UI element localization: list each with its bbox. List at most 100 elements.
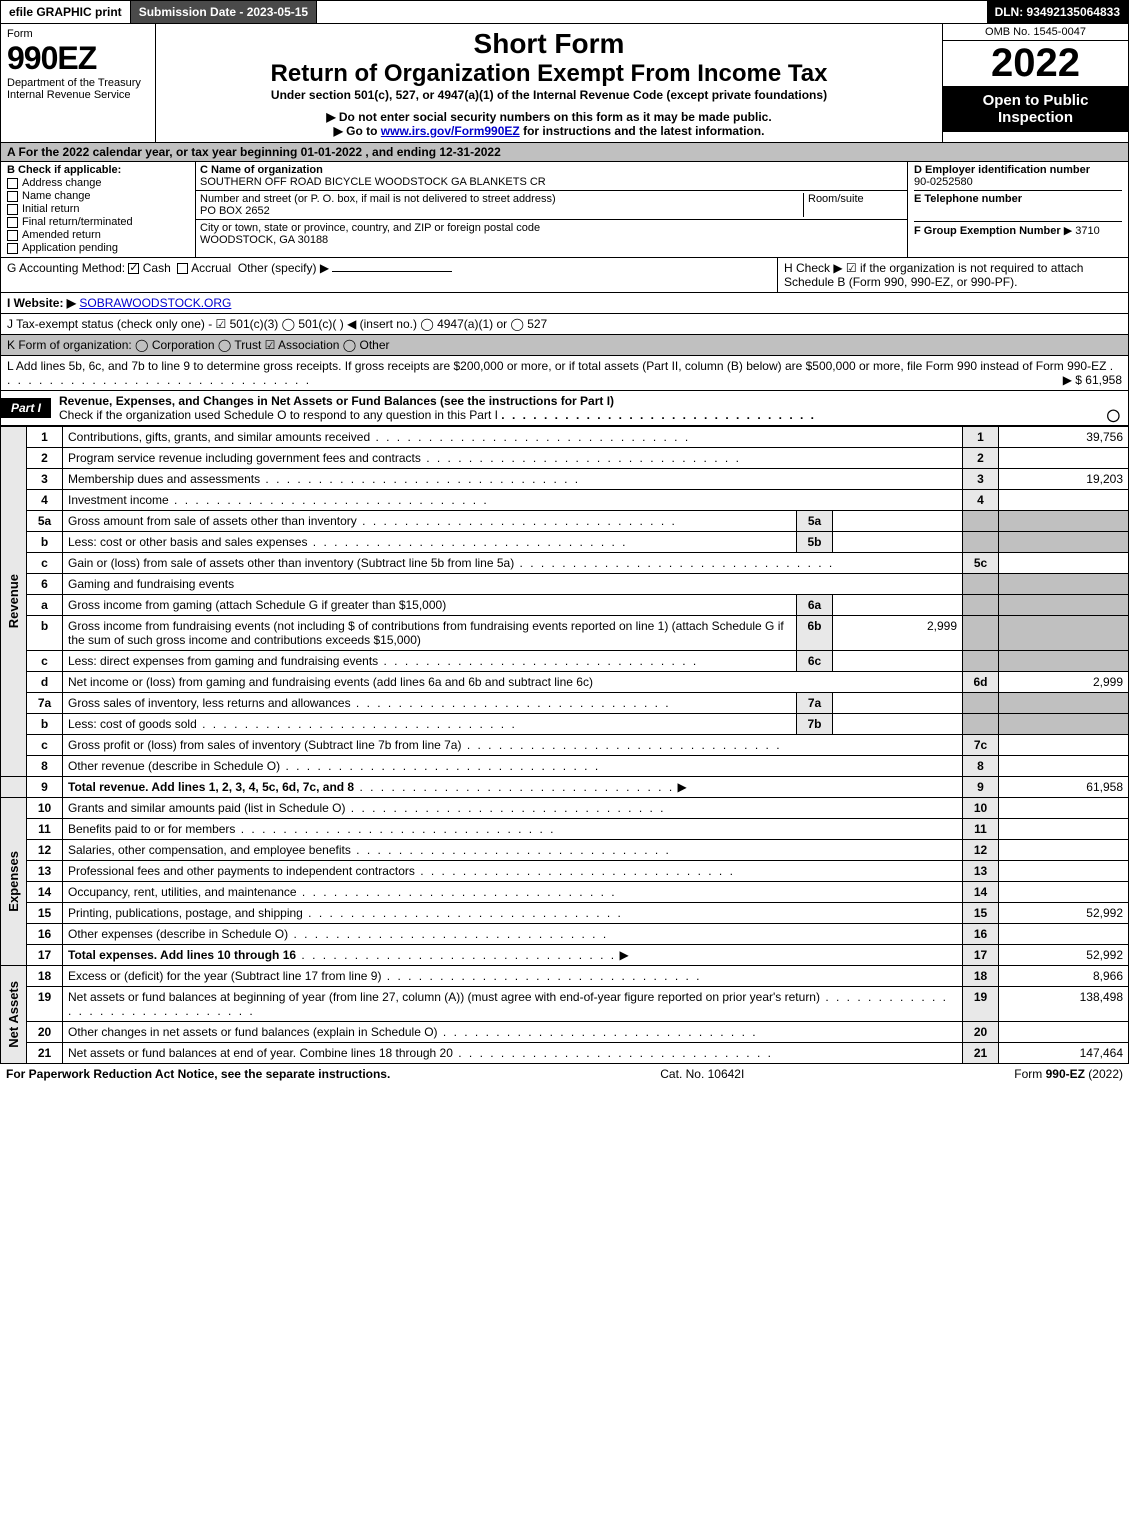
l8-amt [999,756,1129,777]
l2-text: Program service revenue including govern… [63,448,963,469]
l6a-midamt [833,595,963,616]
l16-text: Other expenses (describe in Schedule O) [63,924,963,945]
l7b-num: b [27,714,63,735]
dept-label: Department of the Treasury Internal Reve… [7,77,149,101]
omb-number: OMB No. 1545-0047 [943,24,1128,41]
l15-box: 15 [963,903,999,924]
l6d-box: 6d [963,672,999,693]
lbl-cash: Cash [143,261,171,275]
l6a-midbox: 6a [797,595,833,616]
l6-text: Gaming and fundraising events [63,574,963,595]
l6b-text: Gross income from fundraising events (no… [63,616,797,651]
row-l: L Add lines 5b, 6c, and 7b to line 9 to … [0,356,1129,391]
l1-text: Contributions, gifts, grants, and simila… [63,427,963,448]
l7a-grayamt [999,693,1129,714]
l8-box: 8 [963,756,999,777]
l9-box: 9 [963,777,999,798]
l2-box: 2 [963,448,999,469]
irs-link[interactable]: www.irs.gov/Form990EZ [381,124,520,138]
right-header-cell: OMB No. 1545-0047 2022 Open to Public In… [943,24,1128,142]
org-city: WOODSTOCK, GA 30188 [200,234,903,246]
l9-text: Total revenue. Add lines 1, 2, 3, 4, 5c,… [63,777,963,798]
l10-num: 10 [27,798,63,819]
sidebar-netassets: Net Assets [1,966,27,1064]
bullet-goto-post: for instructions and the latest informat… [523,124,764,138]
section-def: D Employer identification number 90-0252… [908,162,1128,257]
l6c-graybox [963,651,999,672]
chk-address-change[interactable] [7,178,18,189]
l5a-midamt [833,511,963,532]
l19-text: Net assets or fund balances at beginning… [63,987,963,1022]
d-ein: 90-0252580 [914,176,1122,188]
part-i-title: Revenue, Expenses, and Changes in Net As… [51,391,1128,425]
lbl-accrual: Accrual [191,261,231,275]
chk-cash[interactable] [128,263,139,274]
chk-final-return[interactable] [7,217,18,228]
l12-text: Salaries, other compensation, and employ… [63,840,963,861]
l7b-graybox [963,714,999,735]
part-i-check-text: Check if the organization used Schedule … [59,408,498,422]
bullet-ssn: ▶ Do not enter social security numbers o… [162,110,936,124]
website-link[interactable]: SOBRAWOODSTOCK.ORG [79,296,231,310]
l16-box: 16 [963,924,999,945]
row-g: G Accounting Method: Cash Accrual Other … [1,258,778,292]
l21-amt: 147,464 [999,1043,1129,1064]
l16-num: 16 [27,924,63,945]
l7c-box: 7c [963,735,999,756]
l13-text: Professional fees and other payments to … [63,861,963,882]
l18-box: 18 [963,966,999,987]
l4-text: Investment income [63,490,963,511]
section-b-title: B Check if applicable: [7,164,189,176]
submission-date-label: Submission Date - 2023-05-15 [131,1,317,23]
l3-num: 3 [27,469,63,490]
l4-box: 4 [963,490,999,511]
l11-box: 11 [963,819,999,840]
l14-box: 14 [963,882,999,903]
lbl-final-return: Final return/terminated [22,216,133,228]
row-k: K Form of organization: ◯ Corporation ◯ … [0,335,1129,356]
l7a-text: Gross sales of inventory, less returns a… [63,693,797,714]
l10-text: Grants and similar amounts paid (list in… [63,798,963,819]
chk-initial-return[interactable] [7,204,18,215]
l6b-graybox [963,616,999,651]
chk-amended-return[interactable] [7,230,18,241]
l4-amt [999,490,1129,511]
i-label: I Website: ▶ [7,296,76,310]
l7a-num: 7a [27,693,63,714]
chk-accrual[interactable] [177,263,188,274]
l5b-grayamt [999,532,1129,553]
l6b-num: b [27,616,63,651]
lbl-application-pending: Application pending [22,242,118,254]
title-cell: Short Form Return of Organization Exempt… [156,24,943,142]
chk-name-change[interactable] [7,191,18,202]
org-name: SOUTHERN OFF ROAD BICYCLE WOODSTOCK GA B… [200,176,903,188]
l18-num: 18 [27,966,63,987]
l6c-num: c [27,651,63,672]
l21-text: Net assets or fund balances at end of ye… [63,1043,963,1064]
l6b-grayamt [999,616,1129,651]
l12-num: 12 [27,840,63,861]
l9-num: 9 [27,777,63,798]
lbl-amended-return: Amended return [22,229,101,241]
sidebar-revenue-end [1,777,27,798]
l10-amt [999,798,1129,819]
l14-num: 14 [27,882,63,903]
l7b-midamt [833,714,963,735]
top-bar: efile GRAPHIC print Submission Date - 20… [0,0,1129,24]
l5a-num: 5a [27,511,63,532]
l20-text: Other changes in net assets or fund bala… [63,1022,963,1043]
efile-print-label[interactable]: efile GRAPHIC print [1,1,131,23]
footer-left: For Paperwork Reduction Act Notice, see … [6,1067,390,1081]
l21-num: 21 [27,1043,63,1064]
l5c-num: c [27,553,63,574]
e-tel-label: E Telephone number [914,190,1122,205]
chk-application-pending[interactable] [7,243,18,254]
l6d-num: d [27,672,63,693]
l19-amt: 138,498 [999,987,1129,1022]
l6-num: 6 [27,574,63,595]
l15-text: Printing, publications, postage, and shi… [63,903,963,924]
part-i-check-box[interactable]: ◯ [1107,408,1120,422]
page-footer: For Paperwork Reduction Act Notice, see … [0,1064,1129,1084]
l6c-midamt [833,651,963,672]
l18-amt: 8,966 [999,966,1129,987]
